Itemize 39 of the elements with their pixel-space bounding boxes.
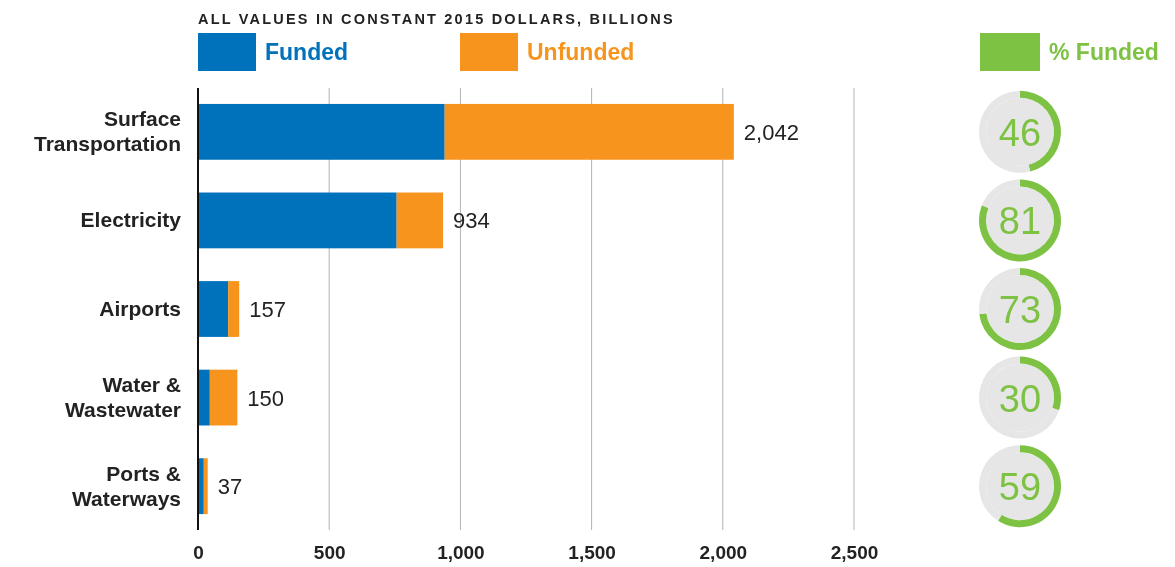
bar <box>396 192 444 249</box>
total-label: 150 <box>247 385 285 411</box>
x-tick-label: 500 <box>313 542 346 564</box>
donut-slice <box>979 356 1059 439</box>
bar <box>198 192 397 249</box>
total-label: 934 <box>453 208 490 234</box>
bar <box>444 103 734 160</box>
y-tick-label: Surface Transportation <box>33 107 181 156</box>
y-tick-label: Airports <box>99 297 181 320</box>
donut-slice <box>979 268 1061 350</box>
bar <box>209 369 238 426</box>
total-label: 157 <box>249 297 286 322</box>
x-tick-label: 1,500 <box>568 542 616 564</box>
text: 30 <box>998 377 1042 420</box>
donut-slice <box>979 179 1061 262</box>
bar <box>198 103 445 160</box>
text: 73 <box>998 289 1042 331</box>
text: 46 <box>998 111 1042 154</box>
y-tick-label: Ports & Waterways <box>72 461 181 510</box>
text: 81 <box>998 200 1042 243</box>
total-label: 2,042 <box>743 119 799 145</box>
bar <box>203 458 208 515</box>
chart-title: ALL VALUES IN CONSTANT 2015 DOLLARS, BILLIONS <box>198 11 675 27</box>
donut-slice <box>981 179 1020 208</box>
bar <box>228 281 240 337</box>
y-tick-label: Water & Wastewater <box>65 373 181 422</box>
legend-label: % Funded <box>1049 39 1159 65</box>
x-tick-label: 2,000 <box>699 542 748 564</box>
bar <box>198 281 229 337</box>
bar <box>198 369 210 426</box>
donut-slice <box>998 445 1061 528</box>
legend-label: Funded <box>265 39 349 65</box>
x-tick-label: 1,000 <box>437 542 485 564</box>
total-label: 37 <box>217 474 243 500</box>
x-tick-label: 0 <box>193 542 204 564</box>
x-tick-label: 2,500 <box>830 542 879 564</box>
text: 59 <box>998 466 1042 509</box>
y-tick-label: Electricity <box>80 208 182 232</box>
legend-label: Unfunded <box>527 39 635 65</box>
